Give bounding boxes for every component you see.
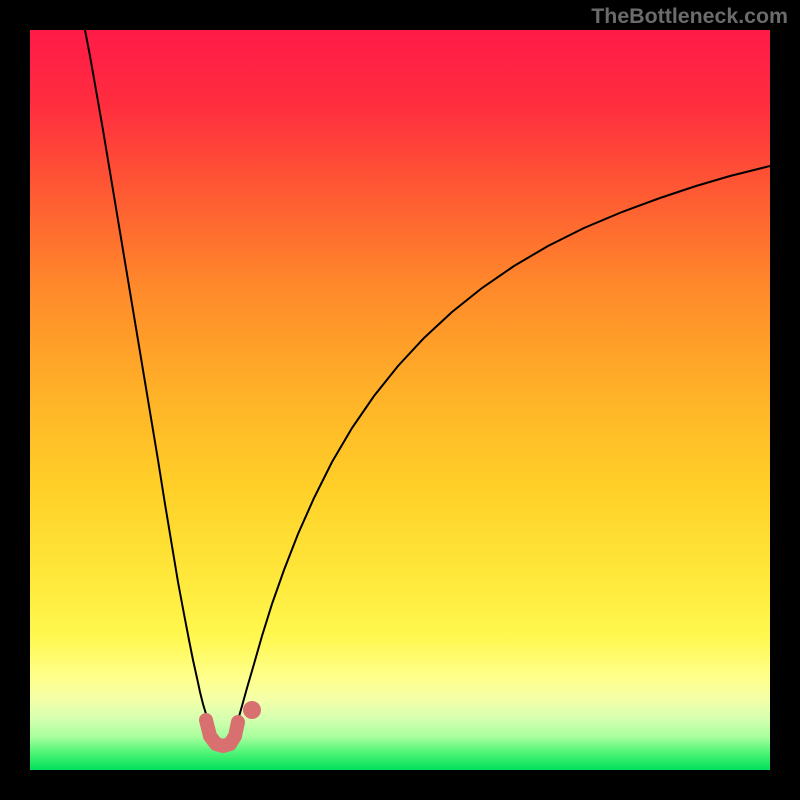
bottleneck-curve [30,30,770,770]
dip-marker-u [206,720,238,746]
chart-frame: TheBottleneck.com [0,0,800,800]
curve-right-branch [235,166,770,730]
curve-left-branch [85,30,212,730]
dip-marker-dot [243,701,261,719]
watermark-text: TheBottleneck.com [591,4,788,29]
plot-area [30,30,770,770]
